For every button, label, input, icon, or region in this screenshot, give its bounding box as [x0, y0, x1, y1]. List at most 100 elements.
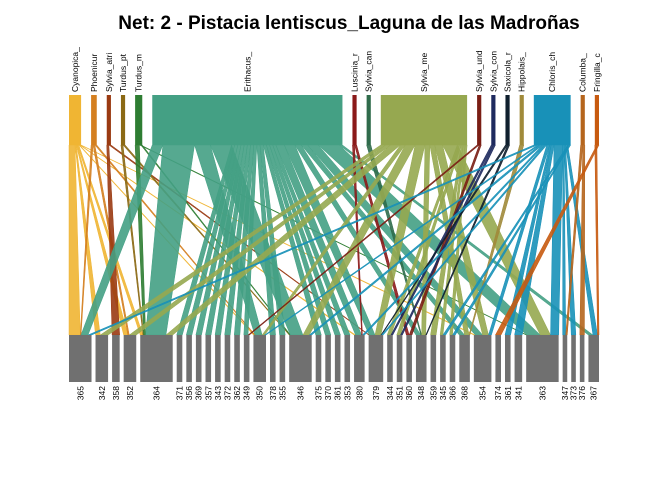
lower-label-20: 353: [342, 386, 352, 400]
lower-node-20: [344, 335, 351, 382]
lower-label-33: 361: [503, 386, 513, 400]
higher-node-15: [594, 95, 599, 145]
lower-node-10: [224, 335, 231, 382]
higher-node-11: [505, 95, 510, 145]
lower-node-22: [368, 335, 384, 382]
lower-node-28: [440, 335, 446, 382]
lower-label-11: 362: [232, 386, 242, 400]
lower-label-18: 370: [323, 386, 333, 400]
lower-label-8: 357: [203, 386, 213, 400]
lower-label-7: 369: [194, 386, 204, 400]
lower-node-24: [396, 335, 403, 382]
higher-level-nodes: Cyanopica_ Phoenicur Sylvia_atri Turdus_pt T…: [69, 47, 602, 145]
lower-node-0: [69, 335, 92, 382]
lower-node-26: [415, 335, 427, 382]
lower-node-7: [195, 335, 202, 382]
lower-label-17: 375: [313, 386, 323, 400]
lower-node-1: [95, 335, 109, 382]
lower-node-2: [112, 335, 120, 382]
higher-node-9: [477, 95, 482, 145]
lower-node-23: [387, 335, 393, 382]
higher-node-14: [580, 95, 585, 145]
lower-label-30: 368: [460, 386, 470, 400]
lower-label-27: 359: [428, 386, 438, 400]
lower-label-38: 376: [577, 386, 587, 400]
lower-label-12: 349: [242, 386, 252, 400]
lower-node-25: [406, 335, 412, 382]
lower-label-16: 346: [295, 386, 305, 400]
lower-node-19: [334, 335, 341, 382]
lower-label-2: 358: [111, 386, 121, 400]
higher-label-11: Saxicola_r: [503, 52, 513, 92]
higher-label-3: Turdus_pt: [118, 53, 128, 92]
lower-node-27: [430, 335, 437, 382]
lower-label-31: 354: [478, 386, 488, 400]
lower-node-14: [269, 335, 276, 382]
higher-label-1: Phoenicur: [89, 54, 99, 92]
higher-label-4: Turdus_m: [134, 54, 144, 92]
lower-node-37: [571, 335, 576, 382]
lower-label-39: 367: [589, 386, 599, 400]
lower-label-13: 350: [255, 386, 265, 400]
lower-node-38: [579, 335, 585, 382]
lower-node-16: [289, 335, 312, 382]
lower-node-12: [243, 335, 250, 382]
higher-node-7: [366, 95, 371, 145]
higher-label-9: Sylvia_und: [474, 50, 484, 92]
higher-label-8: Sylvia_me: [419, 53, 429, 92]
lower-node-33: [504, 335, 511, 382]
lower-label-32: 374: [493, 386, 503, 400]
higher-node-2: [106, 95, 111, 145]
lower-label-26: 348: [416, 386, 426, 400]
lower-node-3: [123, 335, 137, 382]
higher-node-0: [69, 95, 82, 145]
lower-node-21: [354, 335, 365, 382]
lower-node-30: [459, 335, 470, 382]
lower-label-3: 352: [125, 386, 135, 400]
lower-node-18: [325, 335, 331, 382]
higher-node-10: [491, 95, 496, 145]
lower-node-17: [315, 335, 322, 382]
higher-label-15: Fringilla_c: [592, 53, 602, 92]
interaction-links: [68, 144, 600, 336]
lower-label-35: 363: [537, 386, 547, 400]
higher-node-1: [91, 95, 97, 145]
higher-node-4: [135, 95, 143, 145]
lower-node-13: [253, 335, 266, 382]
lower-node-29: [449, 335, 456, 382]
higher-label-0: Cyanopica_: [70, 47, 80, 92]
higher-label-10: Sylvia_con: [488, 51, 498, 92]
higher-node-13: [533, 95, 571, 145]
lower-label-6: 356: [184, 386, 194, 400]
lower-label-23: 344: [385, 386, 395, 400]
lower-label-36: 347: [560, 386, 570, 400]
lower-node-39: [588, 335, 599, 382]
lower-label-15: 355: [277, 386, 287, 400]
higher-node-5: [152, 95, 343, 145]
lower-node-4: [140, 335, 173, 382]
lower-node-11: [234, 335, 240, 382]
lower-label-9: 343: [213, 386, 223, 400]
lower-node-35: [526, 335, 559, 382]
lower-node-8: [205, 335, 212, 382]
lower-node-32: [495, 335, 501, 382]
higher-label-2: Sylvia_atri: [104, 53, 114, 92]
chart-title: Net: 2 - Pistacia lentiscus_Laguna de la…: [118, 13, 579, 34]
lower-label-37: 373: [569, 386, 579, 400]
higher-label-5: Erithacus_: [242, 52, 252, 92]
higher-label-12: Hippolais_: [517, 52, 527, 92]
lower-label-10: 372: [222, 386, 232, 400]
higher-label-7: Sylvia_can: [364, 51, 374, 92]
lower-label-0: 365: [75, 386, 85, 400]
lower-node-9: [215, 335, 221, 382]
lower-node-36: [562, 335, 568, 382]
higher-node-6: [352, 95, 357, 145]
higher-node-12: [519, 95, 524, 145]
lower-label-1: 342: [97, 386, 107, 400]
lower-node-5: [176, 335, 183, 382]
lower-label-14: 378: [268, 386, 278, 400]
lower-label-19: 361: [333, 386, 343, 400]
lower-node-31: [473, 335, 492, 382]
higher-label-13: Chloris_ch: [547, 52, 557, 92]
lower-label-28: 345: [438, 386, 448, 400]
